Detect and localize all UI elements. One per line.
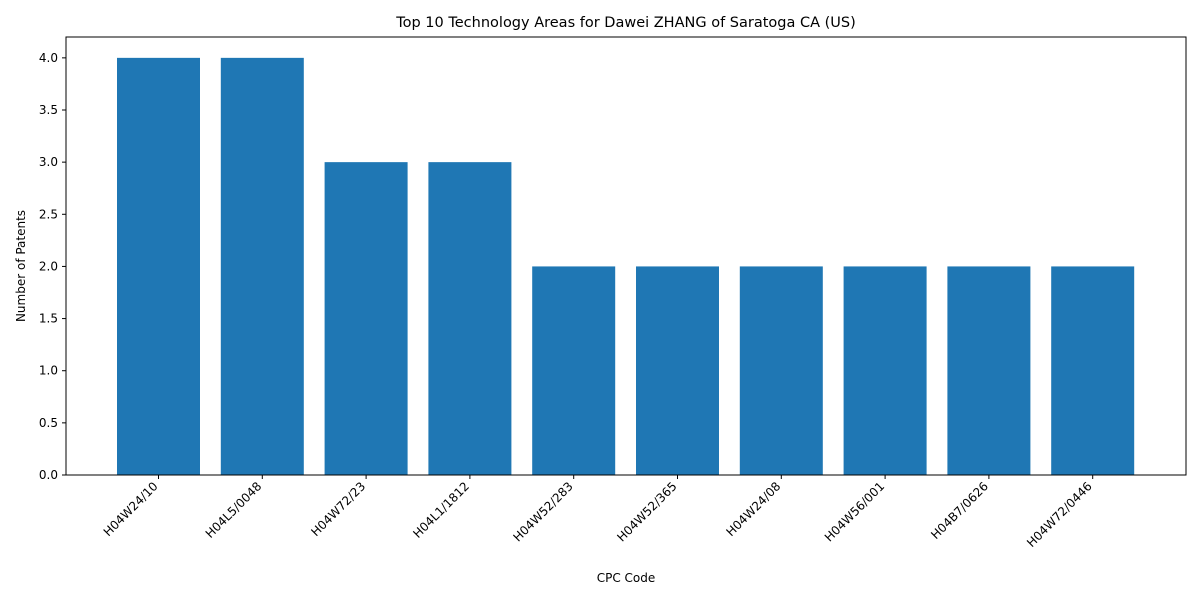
y-tick-label: 0.5 bbox=[39, 416, 58, 430]
y-tick-label: 2.5 bbox=[39, 207, 58, 221]
y-tick-label: 0.0 bbox=[39, 468, 58, 482]
bar-10 bbox=[1051, 266, 1134, 475]
bar-4 bbox=[428, 162, 511, 475]
y-axis: 0.0 0.5 1.0 1.5 2.0 2.5 3.0 3.5 4.0 bbox=[39, 51, 66, 482]
x-tick-label: H04W24/08 bbox=[723, 479, 783, 539]
x-tick-label: H04W52/365 bbox=[614, 479, 679, 544]
bar-7 bbox=[740, 266, 823, 475]
bar-1 bbox=[117, 58, 200, 475]
bars-layer bbox=[117, 58, 1134, 475]
x-axis: H04W24/10 H04L5/0048 H04W72/23 H04L1/1812 H0… bbox=[101, 475, 1095, 550]
bar-8 bbox=[844, 266, 927, 475]
y-tick-label: 2.0 bbox=[39, 259, 58, 273]
x-tick-label: H04W56/001 bbox=[822, 479, 887, 544]
bar-9 bbox=[947, 266, 1030, 475]
bar-5 bbox=[532, 266, 615, 475]
x-tick-label: H04B7/0626 bbox=[928, 479, 991, 542]
y-tick-label: 4.0 bbox=[39, 51, 58, 65]
x-tick-label: H04W24/10 bbox=[101, 479, 161, 539]
bar-2 bbox=[221, 58, 304, 475]
x-tick-label: H04L1/1812 bbox=[410, 479, 472, 541]
y-axis-label: Number of Patents bbox=[14, 210, 28, 322]
x-tick-label: H04W72/0446 bbox=[1024, 479, 1095, 550]
bar-3 bbox=[325, 162, 408, 475]
y-tick-label: 3.0 bbox=[39, 155, 58, 169]
y-tick-label: 3.5 bbox=[39, 103, 58, 117]
y-tick-label: 1.5 bbox=[39, 312, 58, 326]
bar-6 bbox=[636, 266, 719, 475]
y-tick-label: 1.0 bbox=[39, 364, 58, 378]
x-tick-label: H04W52/283 bbox=[511, 479, 576, 544]
x-axis-label: CPC Code bbox=[597, 571, 656, 585]
x-tick-label: H04W72/23 bbox=[308, 479, 368, 539]
chart-title: Top 10 Technology Areas for Dawei ZHANG … bbox=[395, 15, 856, 31]
x-tick-label: H04L5/0048 bbox=[203, 479, 265, 541]
